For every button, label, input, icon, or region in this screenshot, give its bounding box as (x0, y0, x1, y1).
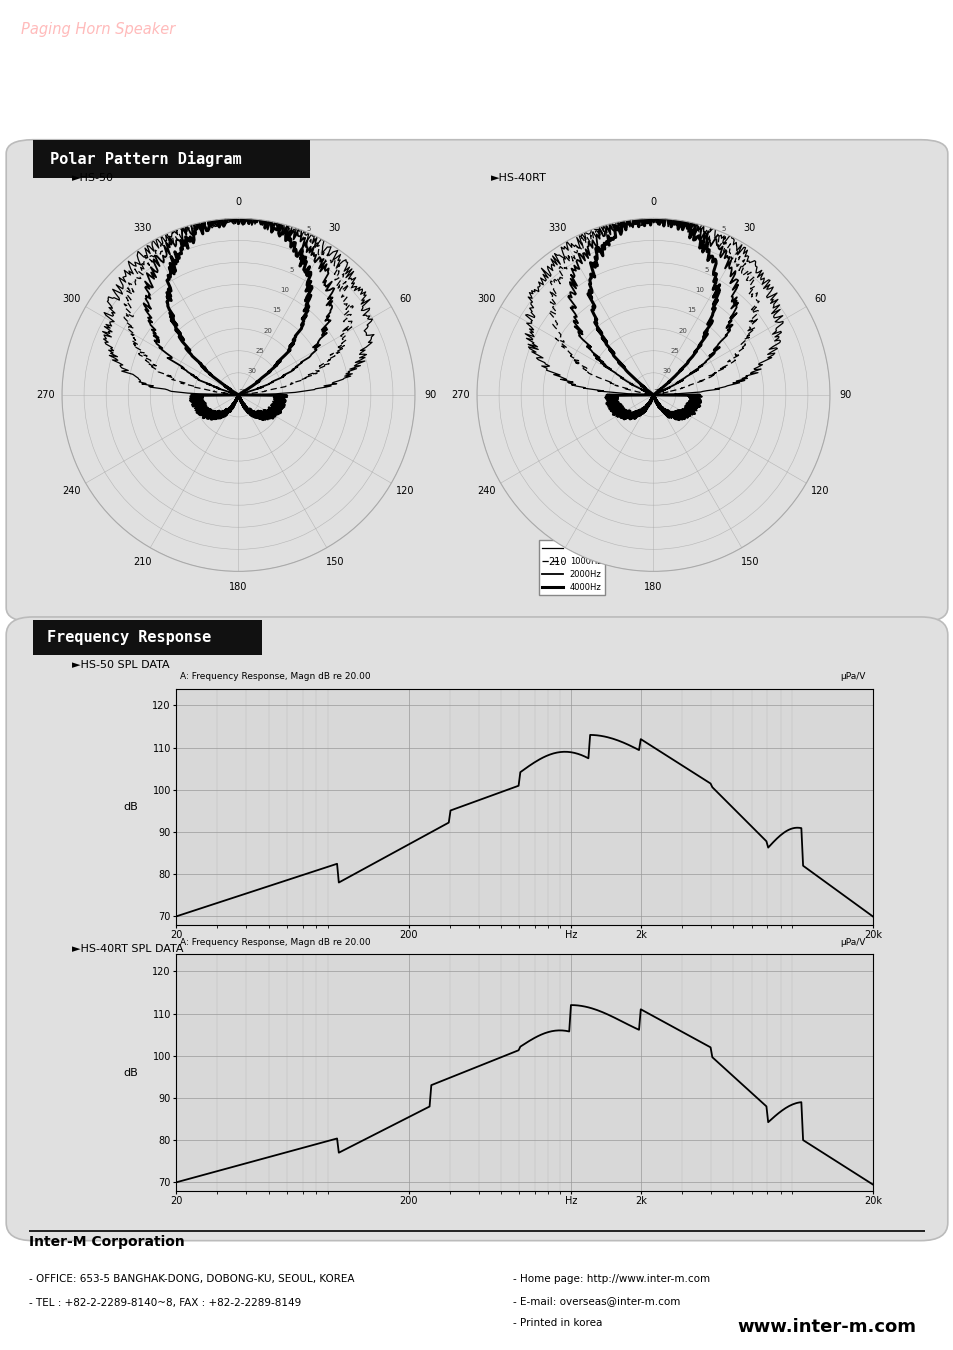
Text: dB: dB (124, 1068, 138, 1077)
1000Hz (201, 400, 213, 416)
Text: A: Frequency Response, Magn dB re 20.00: A: Frequency Response, Magn dB re 20.00 (180, 672, 370, 682)
500Hz (200, 400, 212, 416)
Text: μPa/V: μPa/V (840, 938, 865, 948)
Text: - Printed in korea: - Printed in korea (513, 1318, 601, 1328)
4000Hz (233, 386, 244, 402)
Text: ►HS-40RT SPL DATA: ►HS-40RT SPL DATA (71, 944, 183, 953)
FancyBboxPatch shape (6, 616, 290, 659)
2000Hz (220, 406, 232, 423)
500Hz (233, 211, 244, 227)
Text: ►HS-50: ►HS-50 (71, 173, 113, 182)
Text: - TEL : +82-2-2289-8140~8, FAX : +82-2-2289-8149: - TEL : +82-2-2289-8140~8, FAX : +82-2-2… (29, 1299, 300, 1308)
Text: A: Frequency Response, Magn dB re 20.00: A: Frequency Response, Magn dB re 20.00 (180, 938, 370, 948)
4000Hz (235, 204, 247, 220)
2000Hz (148, 251, 159, 267)
500Hz (233, 386, 244, 402)
2000Hz (201, 400, 213, 416)
Line: 4000Hz: 4000Hz (167, 212, 312, 420)
2000Hz (233, 208, 244, 224)
500Hz (346, 366, 357, 382)
4000Hz (195, 401, 207, 417)
1000Hz (144, 248, 155, 265)
FancyBboxPatch shape (7, 139, 947, 621)
FancyBboxPatch shape (0, 136, 343, 182)
Text: Inter-M Corporation: Inter-M Corporation (29, 1235, 184, 1249)
500Hz (224, 400, 235, 416)
1000Hz (233, 213, 244, 230)
1000Hz (283, 377, 294, 393)
Text: ►HS-50 SPL DATA: ►HS-50 SPL DATA (71, 660, 169, 670)
Text: www.inter-m.com: www.inter-m.com (737, 1319, 916, 1336)
Text: HS-50/40RT: HS-50/40RT (21, 47, 347, 96)
2000Hz (233, 386, 244, 402)
Text: Polar Pattern Diagram: Polar Pattern Diagram (50, 151, 241, 167)
1000Hz (233, 386, 244, 402)
Line: 1000Hz: 1000Hz (124, 213, 353, 420)
Text: μPa/V: μPa/V (840, 672, 865, 682)
Text: dB: dB (124, 802, 138, 811)
2000Hz (233, 216, 244, 232)
Line: 500Hz: 500Hz (103, 212, 374, 420)
Text: - OFFICE: 653-5 BANGHAK-DONG, DOBONG-KU, SEOUL, KOREA: - OFFICE: 653-5 BANGHAK-DONG, DOBONG-KU,… (29, 1274, 354, 1284)
Text: Frequency Response: Frequency Response (47, 629, 212, 645)
Text: ►HS-40RT: ►HS-40RT (491, 173, 547, 182)
2000Hz (233, 386, 244, 402)
Legend: 500Hz, 1000Hz, 2000Hz, 4000Hz: 500Hz, 1000Hz, 2000Hz, 4000Hz (538, 540, 604, 595)
4000Hz (233, 386, 244, 402)
1000Hz (233, 205, 244, 221)
500Hz (144, 246, 155, 262)
Text: Paging Horn Speaker: Paging Horn Speaker (21, 23, 175, 38)
Text: - Home page: http://www.inter-m.com: - Home page: http://www.inter-m.com (513, 1274, 709, 1284)
2000Hz (276, 392, 288, 408)
1000Hz (233, 386, 244, 402)
4000Hz (233, 204, 244, 220)
4000Hz (233, 386, 244, 402)
1000Hz (226, 398, 237, 414)
Line: 2000Hz: 2000Hz (144, 215, 334, 420)
500Hz (233, 386, 244, 402)
2000Hz (256, 207, 268, 223)
500Hz (233, 211, 244, 227)
500Hz (234, 204, 246, 220)
4000Hz (221, 404, 233, 420)
4000Hz (233, 215, 244, 231)
1000Hz (279, 392, 291, 408)
2000Hz (233, 386, 244, 402)
Text: - E-mail: overseas@inter-m.com: - E-mail: overseas@inter-m.com (513, 1296, 679, 1305)
500Hz (276, 392, 288, 408)
4000Hz (270, 390, 281, 406)
4000Hz (161, 273, 172, 289)
FancyBboxPatch shape (7, 617, 947, 1241)
